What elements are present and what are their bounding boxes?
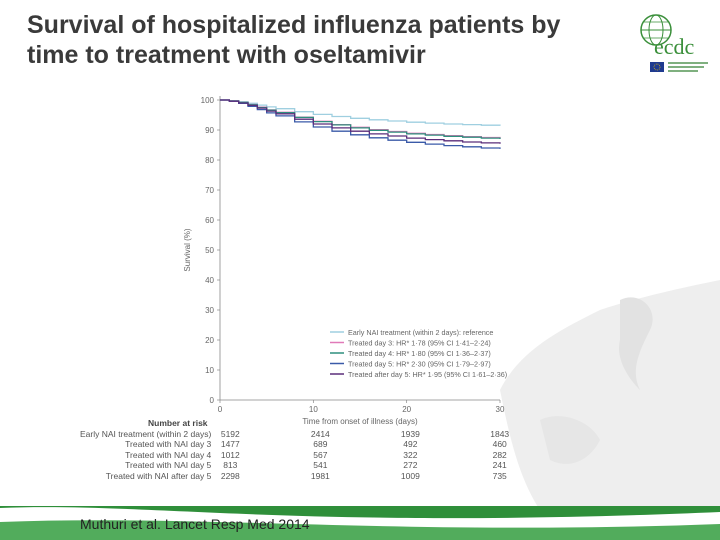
risk-count-cell: 735: [492, 470, 507, 481]
survival-chart: 0 10 20 30 40 50 60 70 80 90 100 0 10 20 30 Time from o…: [183, 96, 507, 426]
logo-caption-bars: [668, 62, 708, 72]
legend-label-3: Treated day 4: HR* 1·80 (95% CI 1·36–2·3…: [348, 349, 491, 358]
y-tick-label-70: 70: [205, 186, 214, 195]
risk-row-label: Treated with NAI day 4: [125, 449, 212, 460]
risk-table-spacer-row: [72, 418, 512, 429]
risk-count-cell: 272: [403, 460, 418, 471]
risk-row-label: Treated with NAI day 3: [125, 439, 212, 450]
risk-count-cell: 567: [313, 449, 328, 460]
risk-count-cell: 322: [403, 449, 418, 460]
risk-count-cell: 1012: [220, 449, 240, 460]
globe-icon: [640, 14, 672, 46]
risk-count-cell: 492: [403, 439, 418, 450]
risk-row-label: Treated with NAI after day 5: [105, 470, 212, 481]
risk-count-cell: 541: [313, 460, 328, 471]
risk-count-cell: 460: [492, 439, 507, 450]
risk-count-cell: 2414: [310, 428, 330, 439]
y-tick-label-60: 60: [205, 216, 214, 225]
y-tick-label-20: 20: [205, 336, 214, 345]
risk-count-cell: 1981: [310, 470, 330, 481]
series-line-2: [220, 99, 501, 139]
logo-wordmark: ecdc: [654, 34, 695, 59]
legend-label-4: Treated day 5: HR* 2·30 (95% CI 1·79–2·9…: [348, 360, 491, 369]
legend-label-5: Treated after day 5: HR* 1·95 (95% CI 1·…: [348, 370, 507, 379]
risk-count-cell: 1939: [400, 428, 420, 439]
footer-band: [0, 506, 720, 540]
y-tick-label-50: 50: [205, 246, 214, 255]
slide-title-line-2: time to treatment with oseltamivir: [27, 41, 426, 69]
legend-label-2: Treated day 3: HR* 1·78 (95% CI 1·41–2·2…: [348, 339, 491, 348]
series-line-4: [220, 99, 501, 149]
risk-count-cell: 1477: [220, 439, 240, 450]
y-tick-label-30: 30: [205, 306, 214, 315]
table-row: Treated with NAI after day 5 2298 1981 1009…: [72, 471, 512, 482]
risk-count-cell: 689: [313, 439, 328, 450]
risk-count-cell: 5192: [220, 428, 240, 439]
y-tick-label-40: 40: [205, 276, 214, 285]
y-tick-label-80: 80: [205, 156, 214, 165]
x-tick-label-10: 10: [309, 405, 318, 414]
ecdc-logo: ecdc: [640, 14, 708, 72]
y-tick-label-10: 10: [205, 366, 214, 375]
table-row: Treated with NAI day 3 1477 689 492 460: [72, 439, 512, 450]
risk-count-cell: 1843: [490, 428, 510, 439]
table-row: Early NAI treatment (within 2 days) 5192 2…: [72, 429, 512, 440]
risk-row-label: Treated with NAI day 5: [125, 460, 212, 471]
series-line-1: [220, 99, 501, 126]
y-tick-label-90: 90: [205, 126, 214, 135]
x-axis-label: Time from onset of illness (days): [302, 417, 418, 426]
risk-table-header: Number at risk: [148, 418, 208, 428]
risk-table: Early NAI treatment (within 2 days) 5192 2…: [72, 418, 512, 482]
risk-row-label: Early NAI treatment (within 2 days): [79, 428, 212, 439]
risk-count-cell: 2298: [220, 470, 240, 481]
y-tick-label-0: 0: [210, 396, 215, 405]
series-line-5: [220, 99, 501, 144]
risk-count-cell: 1009: [400, 470, 420, 481]
x-tick-label-30: 30: [496, 405, 505, 414]
x-tick-label-0: 0: [218, 405, 223, 414]
citation-text: Muthuri et al. Lancet Resp Med 2014: [80, 516, 310, 532]
table-row: Treated with NAI day 4 1012 567 322 282: [72, 450, 512, 461]
y-tick-label-100: 100: [201, 96, 215, 105]
risk-count-cell: 813: [223, 460, 238, 471]
slide-title-line-1: Survival of hospitalized influenza patie…: [27, 11, 561, 39]
europe-map-background: [500, 280, 720, 510]
x-tick-label-20: 20: [402, 405, 411, 414]
y-axis-label: Survival (%): [183, 228, 192, 271]
eu-flag-icon: [650, 62, 664, 72]
slide-title: Survival of hospitalized influenza patie…: [27, 10, 627, 70]
risk-count-cell: 282: [492, 449, 507, 460]
series-line-3: [220, 99, 501, 139]
table-row: Treated with NAI day 5 813 541 272 241: [72, 460, 512, 471]
risk-count-cell: 241: [492, 460, 507, 471]
legend-label-1: Early NAI treatment (within 2 days): ref…: [348, 328, 493, 337]
